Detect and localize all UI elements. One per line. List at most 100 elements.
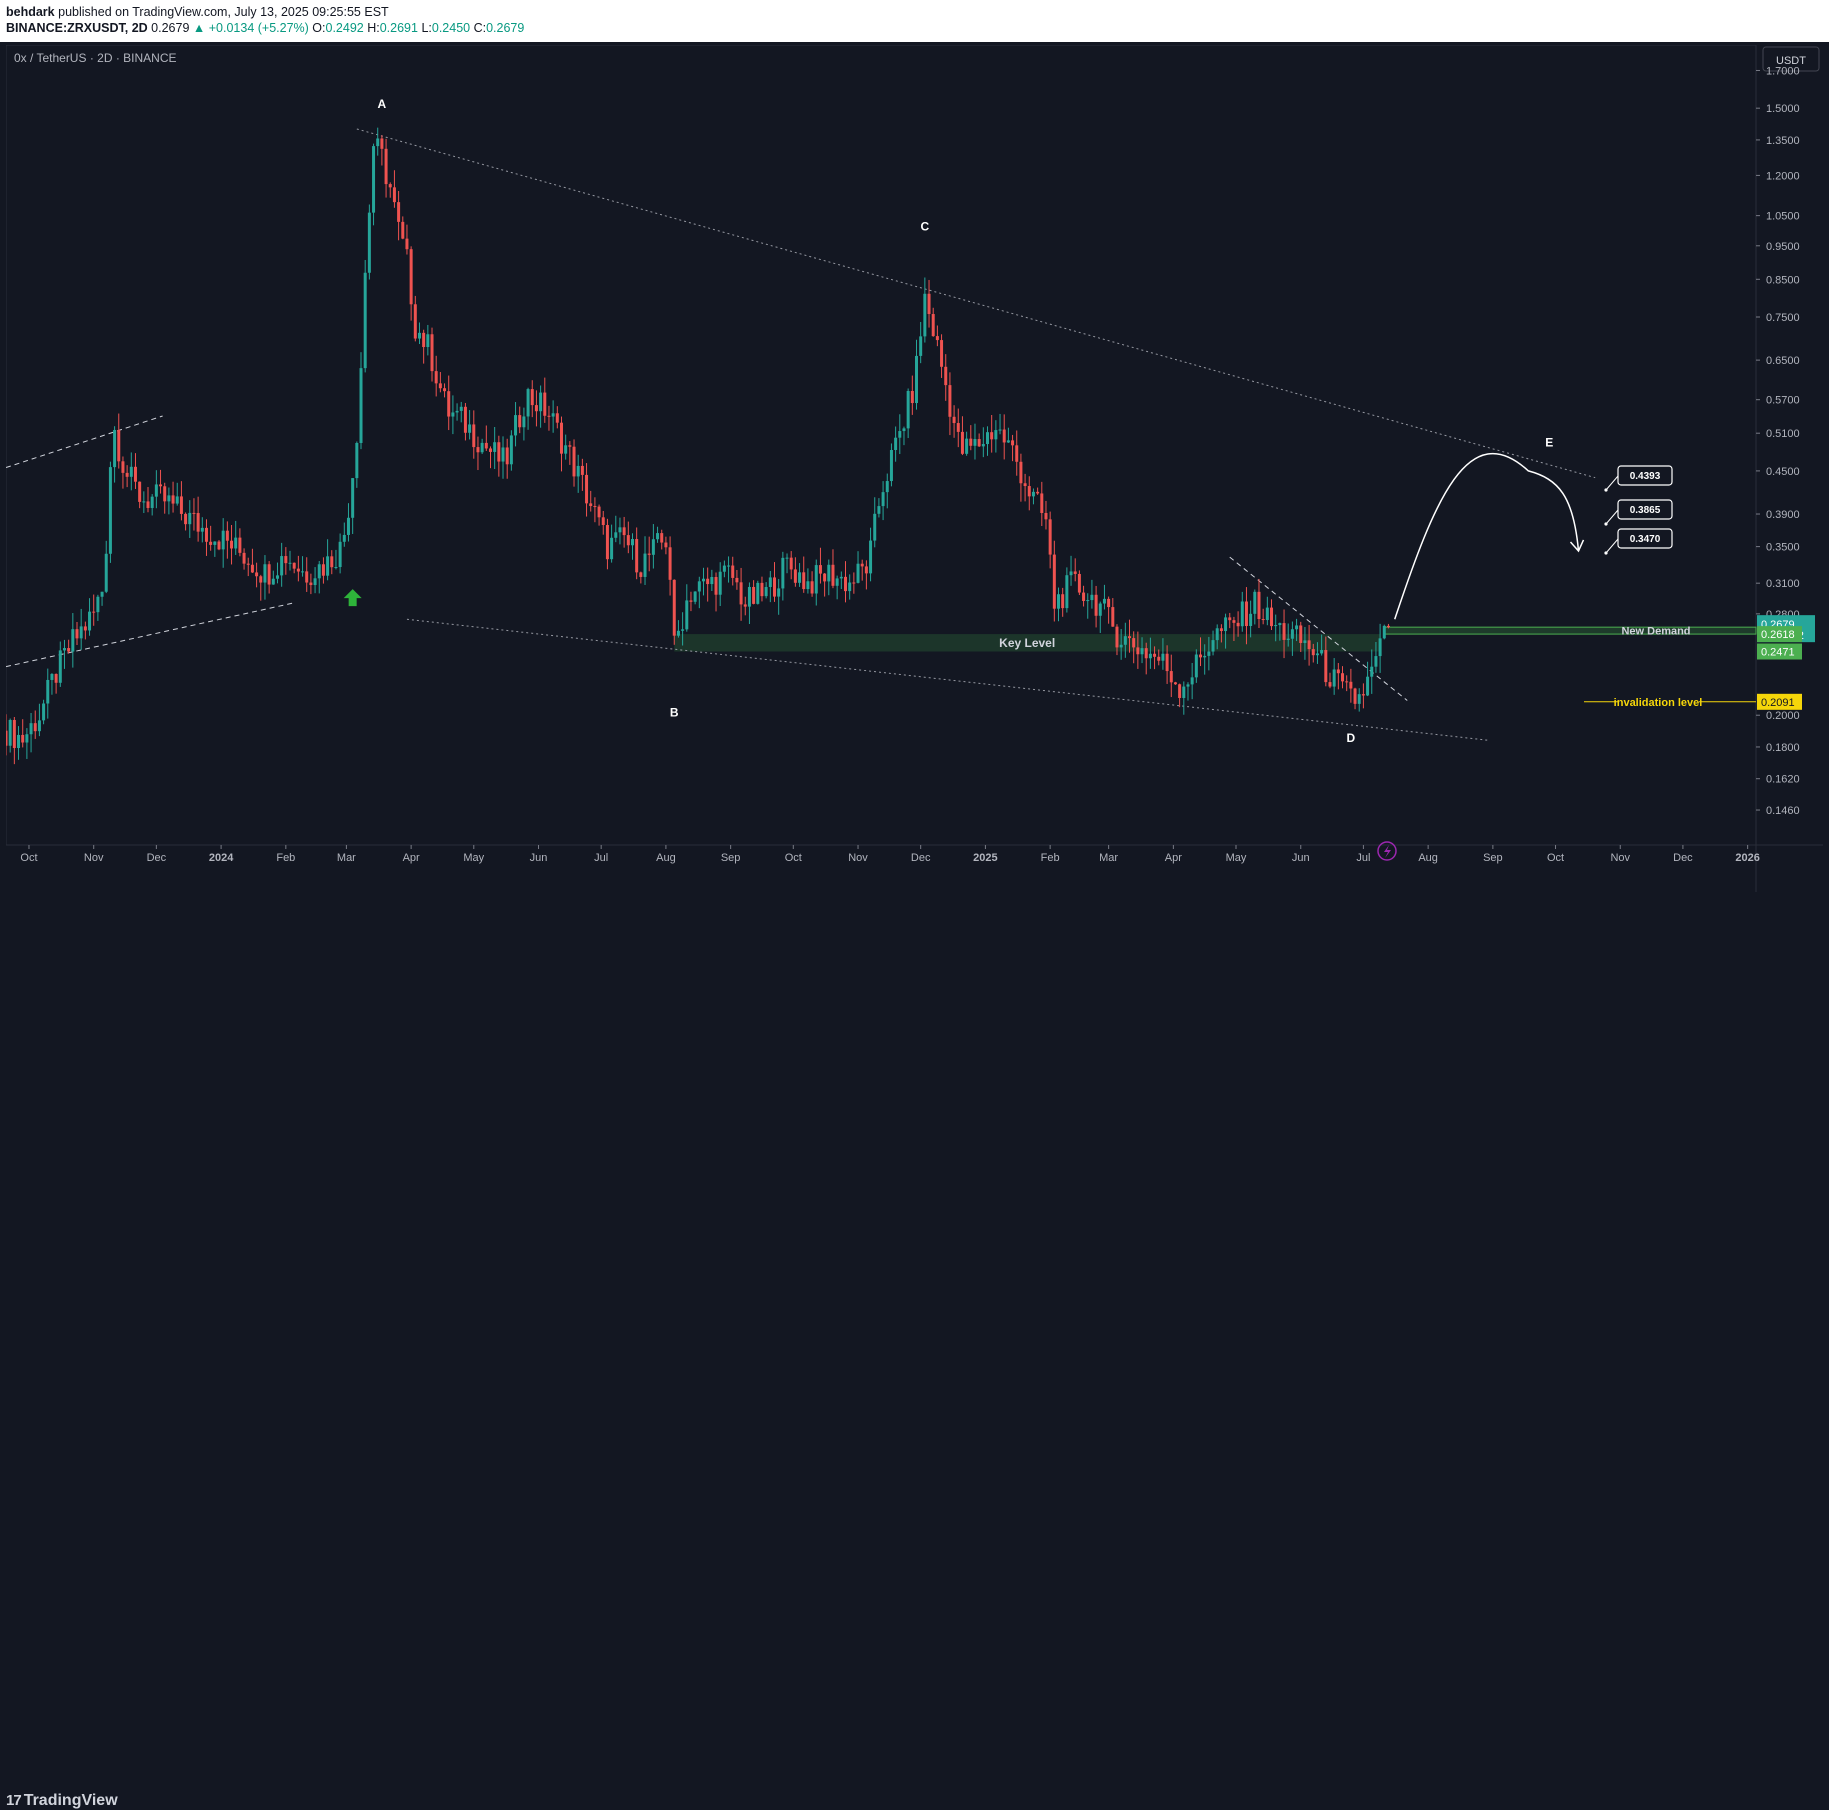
candle-body xyxy=(743,604,747,607)
candle-body xyxy=(305,571,309,583)
open-label: O: xyxy=(312,21,326,35)
candle-body xyxy=(630,539,634,546)
candle-body xyxy=(1353,688,1357,704)
projection-path xyxy=(1394,452,1580,620)
candle-body xyxy=(1278,623,1282,626)
y-tick-label: 1.3500 xyxy=(1766,135,1800,147)
candle-body xyxy=(83,626,87,631)
candle-body xyxy=(280,556,284,576)
candle-body xyxy=(417,332,421,339)
currency-button[interactable] xyxy=(1762,46,1820,72)
candle-body xyxy=(154,484,158,497)
candle-body xyxy=(472,424,476,448)
candle-body xyxy=(1090,594,1094,601)
candle-body xyxy=(242,552,246,564)
candle-body xyxy=(188,512,192,525)
invalidation-tag xyxy=(1757,693,1802,710)
candle-body xyxy=(133,466,137,482)
candle-body xyxy=(79,626,83,639)
candle-body xyxy=(1336,669,1340,674)
candle-body xyxy=(192,512,196,514)
y-tick-label: 0.3100 xyxy=(1766,578,1800,590)
y-tick-label: 0.7500 xyxy=(1766,312,1800,324)
x-tick-label: May xyxy=(1226,852,1247,864)
candle-body xyxy=(204,527,208,542)
candle-body xyxy=(246,563,250,565)
candle-body xyxy=(405,238,409,250)
candle-body xyxy=(267,564,271,585)
candle-body xyxy=(990,432,994,440)
candle-body xyxy=(146,501,150,508)
candle-body xyxy=(810,581,814,594)
y-tick-label: 0.1460 xyxy=(1766,805,1800,817)
candle-body xyxy=(263,564,267,583)
x-tick-label: Sep xyxy=(1483,852,1503,864)
y-tick-label: 0.6500 xyxy=(1766,355,1800,367)
candle-body xyxy=(1203,655,1207,658)
candle-body xyxy=(100,591,104,597)
candle-body xyxy=(894,437,898,451)
candle-body xyxy=(1382,625,1386,639)
candle-body xyxy=(856,563,860,583)
candle-body xyxy=(747,586,751,607)
candle-body xyxy=(869,540,873,574)
close-label: C: xyxy=(473,21,487,35)
candle-body xyxy=(338,541,342,568)
buy-arrow-icon xyxy=(343,589,362,607)
wave-label-d: D xyxy=(1347,731,1356,745)
candle-body xyxy=(852,582,856,584)
y-tick-label: 0.3500 xyxy=(1766,542,1800,554)
candle-body xyxy=(37,720,41,732)
candle-body xyxy=(321,564,325,576)
candle-body xyxy=(547,415,551,417)
candle-body xyxy=(209,541,213,545)
x-tick-label: Aug xyxy=(1418,852,1438,864)
candle-body xyxy=(468,424,472,433)
candle-body xyxy=(568,445,572,447)
candle-body xyxy=(12,719,16,749)
lightning-icon[interactable] xyxy=(1377,841,1397,861)
candle-body xyxy=(1031,491,1035,497)
candle-body xyxy=(589,503,593,507)
candle-body xyxy=(618,527,622,533)
candle-body xyxy=(1194,654,1198,678)
chart-title: 0x / TetherUS · 2D · BINANCE xyxy=(14,51,177,65)
triangle-lower-line xyxy=(406,618,1489,741)
candle-body xyxy=(948,385,952,417)
candle-body xyxy=(17,734,21,749)
candle-body xyxy=(585,474,589,504)
candle-body xyxy=(877,506,881,514)
candle-body xyxy=(697,581,701,592)
high-value: 0.2691 xyxy=(379,21,418,35)
candle-body xyxy=(1169,671,1173,683)
candle-body xyxy=(71,629,75,652)
candle-body xyxy=(1219,628,1223,632)
candle-body xyxy=(54,673,58,683)
candle-body xyxy=(1386,625,1390,628)
x-tick-label: Dec xyxy=(1673,852,1693,864)
x-tick-label: Jun xyxy=(530,852,548,864)
low-value: 0.2450 xyxy=(431,21,471,35)
publish-info: behdark published on TradingView.com, Ju… xyxy=(6,5,389,19)
candle-body xyxy=(1132,638,1136,648)
wave-label-c: C xyxy=(921,219,930,233)
x-tick-label: Oct xyxy=(1547,852,1564,864)
candle-body xyxy=(1257,591,1261,620)
candle-body xyxy=(104,553,108,592)
candle-body xyxy=(1044,512,1048,520)
x-tick-label: Nov xyxy=(848,852,868,864)
tradingview-logo[interactable]: 17 TradingView xyxy=(6,1792,118,1810)
tradingview-logo-text: TradingView xyxy=(23,1792,118,1809)
candle-body xyxy=(1165,653,1169,672)
candle-body xyxy=(1036,491,1040,494)
candle-body xyxy=(1320,650,1324,654)
candle-body xyxy=(977,439,981,447)
candle-body xyxy=(221,530,225,550)
candle-body xyxy=(915,355,919,404)
x-tick-label: Apr xyxy=(403,852,420,864)
candle-body xyxy=(818,565,822,574)
author-name[interactable]: behdark xyxy=(6,5,55,19)
candle-body xyxy=(58,650,62,683)
candle-body xyxy=(1061,594,1065,609)
